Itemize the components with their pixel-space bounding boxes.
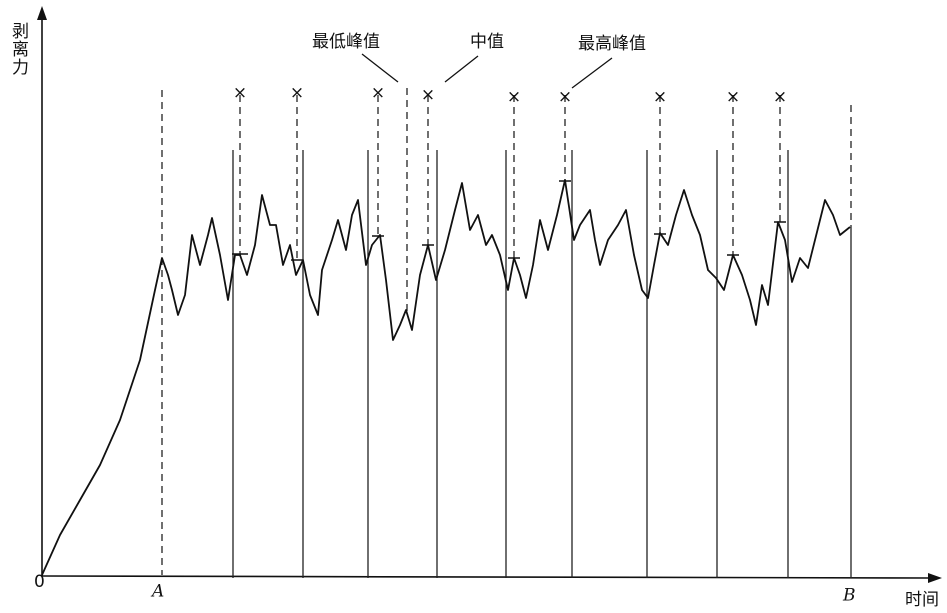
svg-text:×: × bbox=[421, 85, 435, 105]
lowest-peak-label: 最低峰值 bbox=[312, 32, 380, 52]
median-label: 中值 bbox=[470, 32, 504, 52]
svg-text:×: × bbox=[653, 87, 667, 107]
svg-text:×: × bbox=[371, 83, 385, 103]
x-axis-label: 时间 bbox=[905, 590, 939, 610]
svg-text:×: × bbox=[726, 87, 740, 107]
peel-curve bbox=[41, 179, 851, 576]
svg-text:×: × bbox=[233, 83, 247, 103]
svg-text:×: × bbox=[290, 83, 304, 103]
svg-text:×: × bbox=[558, 87, 572, 107]
svg-text:×: × bbox=[507, 87, 521, 107]
x-arrow bbox=[928, 573, 942, 583]
leader-lines bbox=[361, 53, 613, 89]
y-axis-label: 剥离力 bbox=[8, 22, 29, 76]
highest-peak-label: 最高峰值 bbox=[578, 34, 646, 54]
point-a-label: A bbox=[150, 582, 164, 602]
x-axis bbox=[41, 575, 931, 579]
x-markers: × × × × × × × × × bbox=[233, 83, 787, 107]
origin-label: 0 bbox=[34, 572, 45, 592]
svg-text:×: × bbox=[773, 87, 787, 107]
y-arrow bbox=[37, 6, 47, 20]
axes bbox=[37, 6, 942, 583]
point-b-label: B bbox=[842, 586, 856, 606]
solid-dividers bbox=[232, 150, 852, 578]
dashed-peaks bbox=[161, 88, 852, 575]
